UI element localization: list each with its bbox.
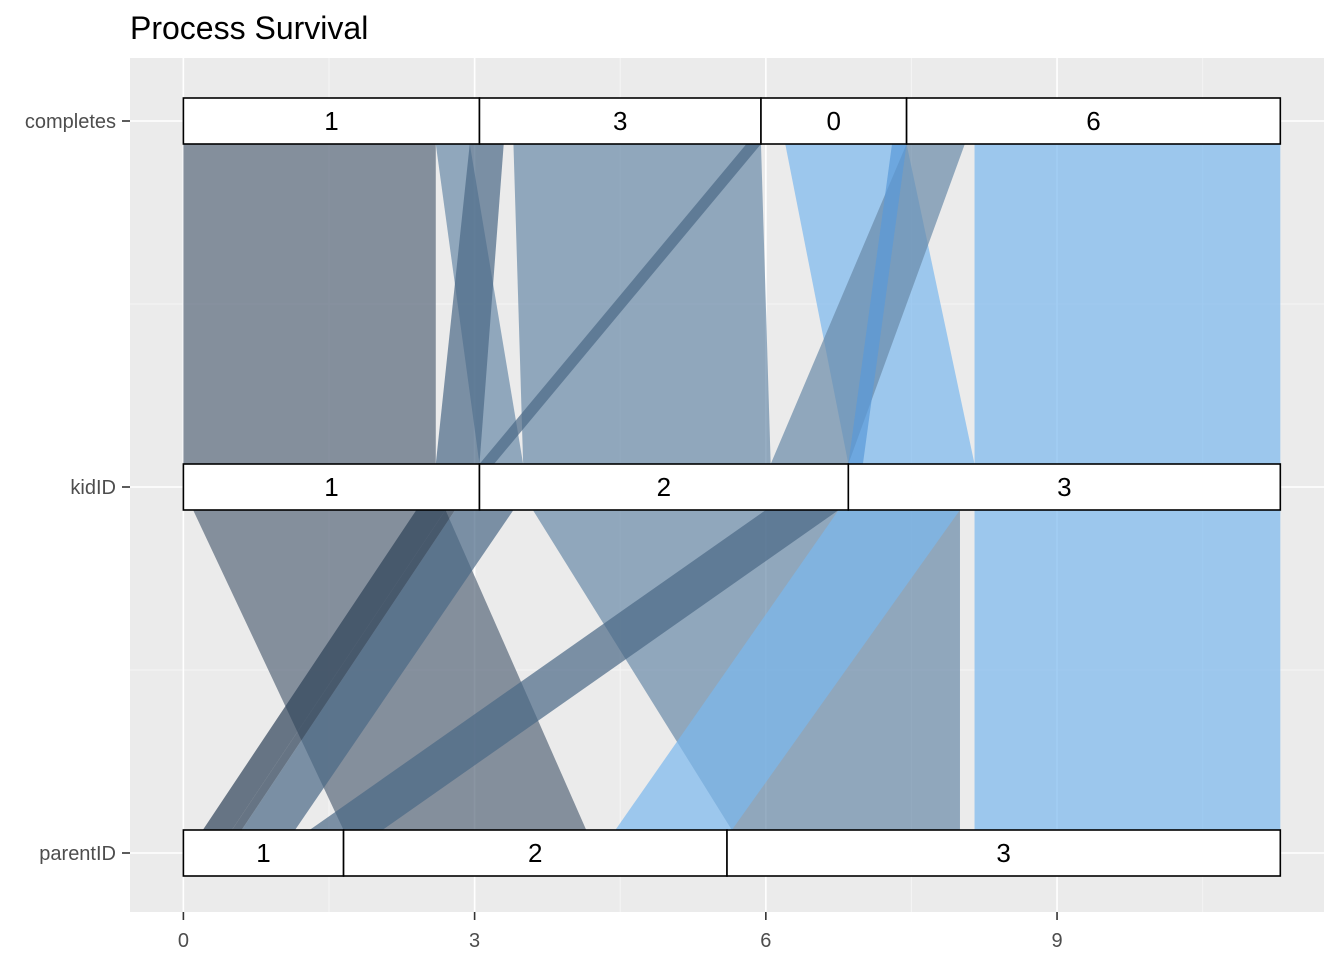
stratum-label: 3	[996, 838, 1010, 868]
y-tick-label: parentID	[39, 843, 116, 865]
stratum-box	[182, 463, 481, 511]
flows	[183, 144, 1281, 830]
stratum-label: 2	[528, 838, 542, 868]
flow-kidID-parentID	[974, 510, 1281, 830]
flow-completes-kidID	[479, 144, 761, 464]
flow-completes-kidID	[435, 144, 504, 464]
x-tick-label: 3	[469, 930, 480, 952]
stratum-box	[760, 97, 908, 145]
y-tick-label: kidID	[70, 477, 116, 499]
stratum-box	[342, 829, 728, 877]
flow-completes-kidID	[974, 144, 1281, 464]
strata: 1 3 0 61 2 31 2 3	[182, 97, 1282, 877]
stratum-box	[182, 97, 481, 145]
flow-kidID-parentID	[241, 510, 514, 830]
stratum-label: 6	[1086, 106, 1100, 136]
x-axis: 0 3 6 9	[178, 912, 1063, 952]
stratum-box	[726, 829, 1282, 877]
stratum-box	[182, 829, 345, 877]
stratum-label: 1	[324, 106, 338, 136]
chart-title: Process Survival	[130, 10, 369, 46]
stratum-label: 3	[613, 106, 627, 136]
stratum-label: 1	[324, 472, 338, 502]
flow-kidID-parentID	[231, 510, 456, 830]
flow-completes-kidID	[513, 144, 771, 464]
stratum-label: 3	[1057, 472, 1071, 502]
x-tick-label: 6	[760, 930, 771, 952]
flow-kidID-parentID	[202, 510, 446, 830]
stratum-box	[478, 97, 762, 145]
x-tick-label: 9	[1051, 930, 1062, 952]
stratum-label: 0	[827, 106, 841, 136]
stratum-box	[847, 463, 1282, 511]
x-tick-label: 0	[178, 930, 189, 952]
stratum-label: 2	[657, 472, 671, 502]
flow-completes-kidID	[770, 144, 965, 464]
flow-completes-kidID	[848, 144, 907, 464]
stratum-label: 1	[256, 838, 270, 868]
flow-completes-kidID	[183, 144, 436, 464]
flow-kidID-parentID	[615, 510, 960, 830]
flow-kidID-parentID	[309, 510, 839, 830]
y-tick-label: completes	[25, 111, 116, 133]
y-axis: completes kidID parentID	[25, 111, 130, 865]
stratum-box	[905, 97, 1282, 145]
